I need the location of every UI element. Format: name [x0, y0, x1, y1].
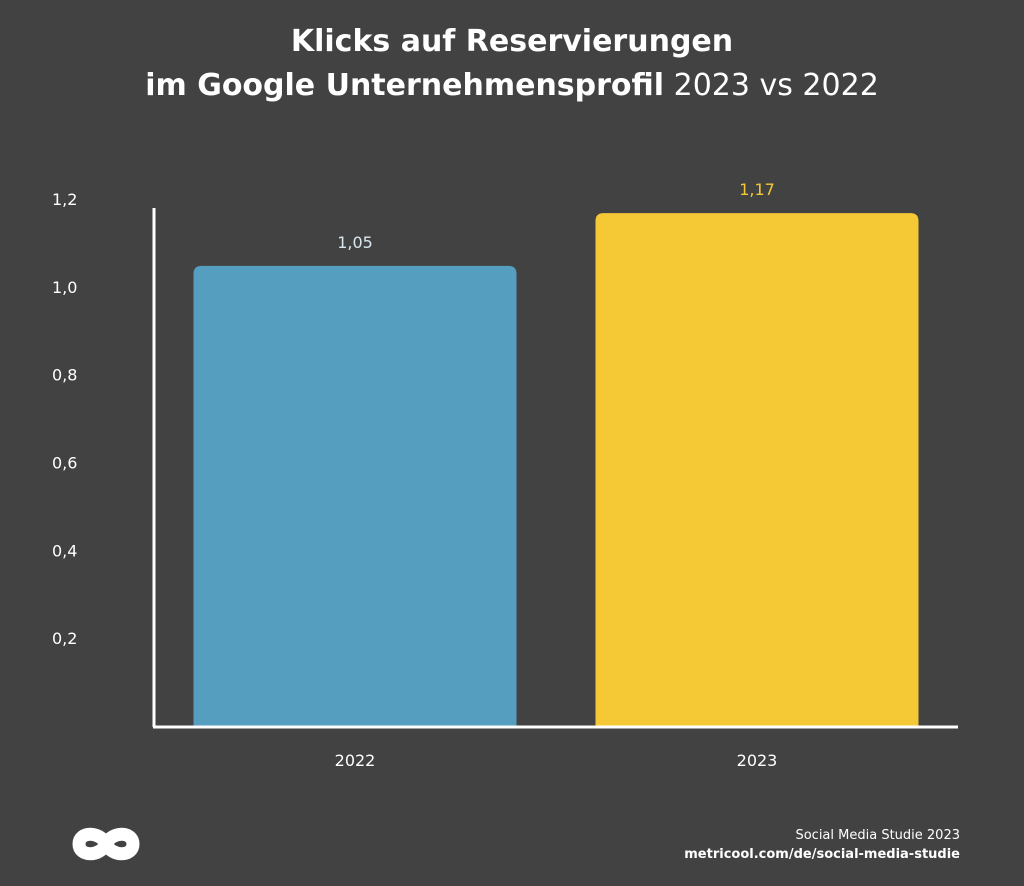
bar-2023	[595, 213, 919, 728]
y-tick-label: 0,6	[52, 454, 77, 473]
footer: Social Media Studie 2023 metricool.com/d…	[684, 826, 960, 864]
data-label-2023: 1,17	[739, 180, 775, 199]
bar-2022	[193, 265, 517, 727]
y-tick-label: 0,8	[52, 366, 77, 385]
title-line-2: im Google Unternehmensprofil 2023 vs 202…	[0, 64, 1024, 108]
x-tick-label-2022: 2022	[335, 751, 376, 770]
footer-study: Social Media Studie 2023	[795, 828, 960, 843]
y-tick-label: 0,4	[52, 541, 77, 560]
y-tick-label: 1,2	[52, 190, 77, 209]
data-label-2022: 1,05	[337, 233, 373, 252]
title-line-2-bold: im Google Unternehmensprofil	[145, 68, 665, 103]
x-tick-label-2023: 2023	[737, 751, 778, 770]
title-line-1: Klicks auf Reservierungen	[290, 24, 734, 59]
title-line-2-light: 2023 vs 2022	[673, 68, 879, 103]
metricool-logo-icon	[64, 822, 148, 870]
chart-title: Klicks auf Reservierungen im Google Unte…	[0, 20, 1024, 108]
y-tick-label: 1,0	[52, 278, 77, 297]
y-tick-label: 0,2	[52, 629, 77, 648]
footer-url[interactable]: metricool.com/de/social-media-studie	[684, 847, 960, 862]
